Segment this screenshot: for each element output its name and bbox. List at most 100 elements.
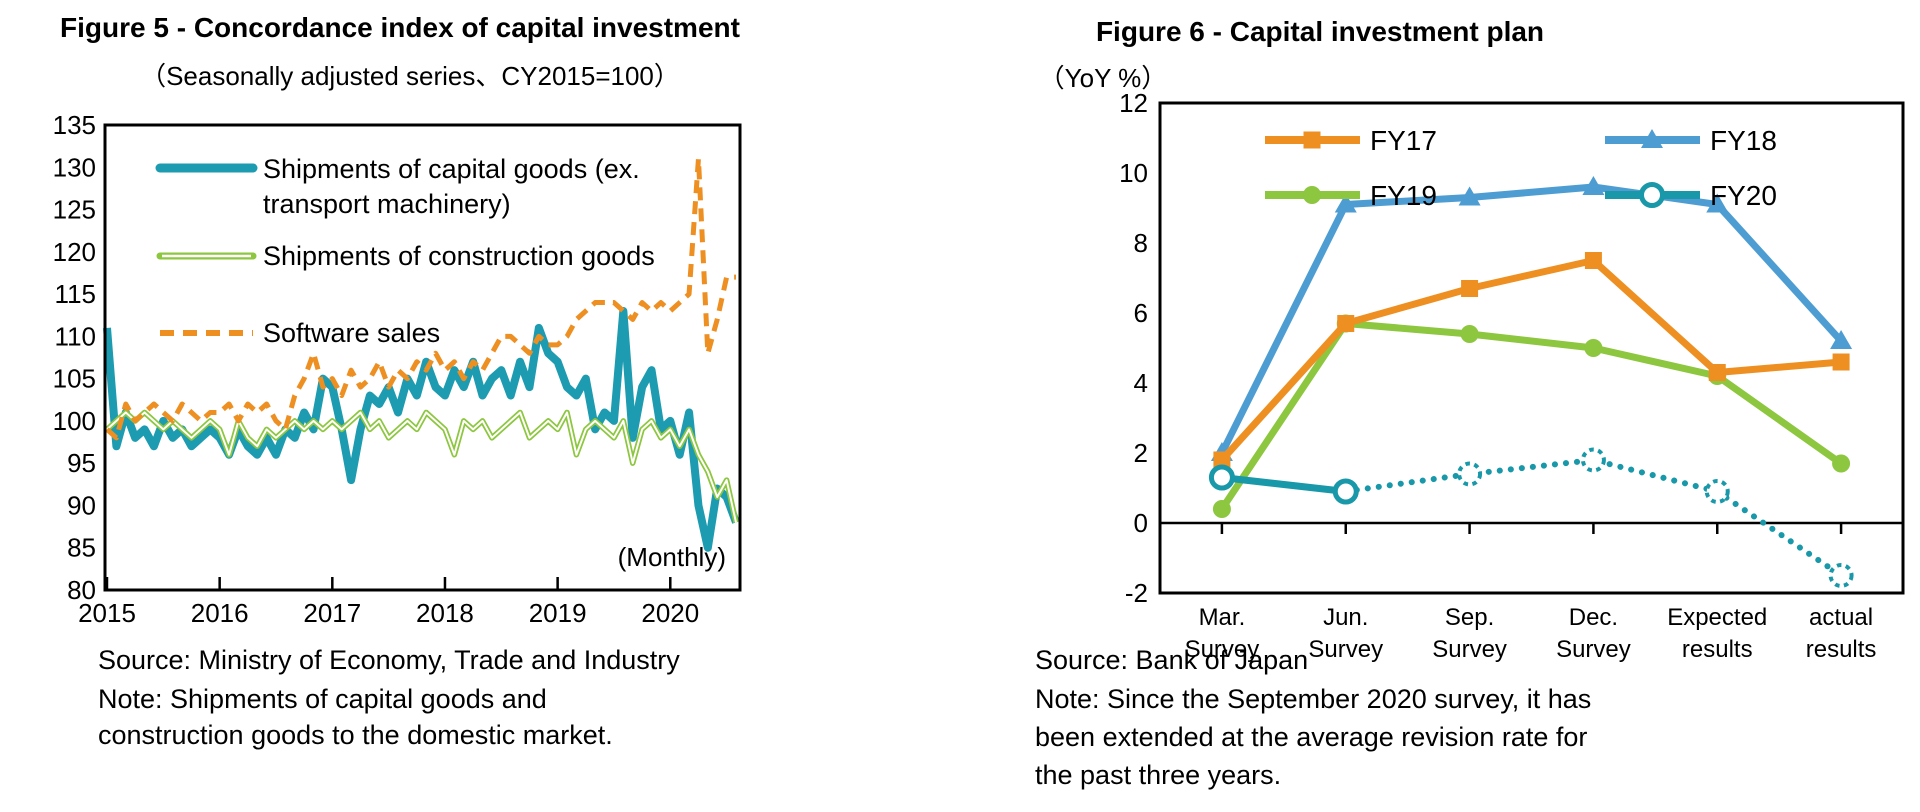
fig6-x-tick-label: Mar. — [1199, 604, 1246, 631]
fig6-y-tick-label: 8 — [1134, 228, 1148, 258]
fig6-y-tick-label: -2 — [1125, 578, 1148, 608]
fig5-x-tick-label: 2018 — [416, 598, 474, 628]
figure5-source: Source: Ministry of Economy, Trade and I… — [98, 645, 680, 675]
fig6-marker-open-circle — [1704, 479, 1730, 504]
fig6-x-tick-label: Expected — [1667, 604, 1767, 631]
fig6-marker-open-circle — [1208, 464, 1235, 491]
fig6-legend-label: FY20 — [1710, 180, 1777, 211]
fig5-y-tick-label: 110 — [55, 321, 96, 351]
fig6-marker-triangle — [1458, 186, 1481, 206]
fig6-y-tick-label: 6 — [1134, 298, 1148, 328]
fig6-marker-open-circle — [1457, 461, 1483, 487]
fig6-marker-open-circle — [1639, 182, 1665, 208]
fig6-marker-square — [1303, 131, 1321, 149]
fig5-legend: Shipments of capital goods (ex. transport… — [155, 154, 655, 348]
fig5-x-tick-label: 2020 — [641, 598, 699, 628]
fig6-x-tick-label: results — [1806, 636, 1877, 663]
fig5-y-tick-label: 100 — [53, 406, 96, 436]
figure6-subtitle: （YoY %） — [1038, 63, 1168, 93]
fig5-axes: 80 85 90 95 100 105 110 115 120 125 130 135 2015 2016… — [53, 110, 700, 628]
fig6-marker-open-circle — [1332, 478, 1359, 505]
fig6-legend-label: FY18 — [1710, 125, 1777, 156]
fig6-plot-border — [1158, 101, 1905, 595]
fig5-legend-label: Software sales — [263, 318, 440, 348]
fig6-marker-square — [1584, 252, 1602, 269]
fig5-y-tick-label: 85 — [67, 533, 96, 563]
fig5-plot-border — [103, 123, 742, 592]
fig6-marker-square — [1337, 315, 1355, 332]
figure5-panel: Figure 5 - Concordance index of capital … — [20, 8, 780, 796]
fig5-monthly-annotation: (Monthly) — [618, 542, 726, 572]
fig5-legend-label: Shipments of capital goods (ex. — [263, 154, 640, 184]
fig5-y-tick-label: 120 — [53, 237, 96, 267]
fig6-series-fy17 — [1213, 252, 1850, 469]
fig5-x-tick-label: 2017 — [303, 598, 361, 628]
figure5-title: Figure 5 - Concordance index of capital … — [60, 12, 740, 43]
figure5-chart: 80 85 90 95 100 105 110 115 120 125 130 135 2015 2016… — [53, 110, 742, 628]
figure5-note-line1: Note: Shipments of capital goods and — [98, 684, 547, 714]
figure6-chart: -2 0 2 4 6 8 10 12 Mar. Survey Jun. Survey Sep. Surve… — [1119, 88, 1905, 663]
fig5-x-tick-label: 2016 — [191, 598, 249, 628]
fig6-x-tick-label: Survey — [1432, 636, 1507, 663]
fig6-marker-triangle — [1334, 193, 1357, 213]
fig6-marker-triangle — [1706, 193, 1729, 213]
fig6-series-fy18 — [1210, 176, 1853, 461]
figure6-title: Figure 6 - Capital investment plan — [1095, 16, 1545, 47]
figure6-panel: Figure 6 - Capital investment plan （YoY … — [935, 8, 1920, 796]
figure5-subtitle: （Seasonally adjusted series、CY2015=100） — [140, 61, 680, 91]
fig6-legend-label: FY19 — [1370, 180, 1437, 211]
fig6-marker-circle — [1584, 339, 1603, 357]
figure5-note-line2: construction goods to the domestic marke… — [98, 720, 613, 750]
figure6-note-line2: been extended at the average revision ra… — [1035, 722, 1588, 752]
fig6-marker-square — [1832, 353, 1850, 371]
fig6-marker-triangle — [1641, 129, 1663, 148]
fig6-y-tick-label: 4 — [1134, 368, 1148, 398]
fig6-x-tick-label: results — [1682, 636, 1753, 663]
fig5-series-capital-goods — [103, 307, 740, 552]
figure6-source: Source: Bank of Japan — [1035, 645, 1309, 675]
fig6-y-tick-label: 10 — [1119, 158, 1148, 188]
fig6-marker-circle — [1303, 186, 1321, 204]
fig5-series-software-sales — [105, 156, 736, 441]
fig6-marker-circle — [1832, 454, 1851, 473]
fig5-y-tick-label: 115 — [55, 279, 96, 309]
fig6-x-tick-label: Jun. — [1323, 604, 1368, 631]
figure6-note-line3: the past three years. — [1035, 760, 1282, 790]
fig5-y-tick-label: 135 — [53, 110, 96, 140]
fig6-axes: -2 0 2 4 6 8 10 12 Mar. Survey Jun. Survey Sep. Surve… — [1119, 88, 1903, 663]
fig6-x-tick-label: Survey — [1308, 636, 1383, 663]
fig6-marker-circle — [1212, 500, 1231, 518]
fig6-marker-open-circle — [1828, 563, 1854, 588]
fig5-y-tick-label: 130 — [53, 152, 96, 182]
fig6-y-tick-label: 12 — [1119, 88, 1148, 118]
fig5-y-tick-label: 125 — [53, 195, 96, 225]
fig5-x-tick-label: 2019 — [529, 598, 587, 628]
fig5-legend-label: Shipments of construction goods — [263, 241, 655, 271]
fig6-legend: FY17 FY18 FY19 FY20 — [1265, 125, 1777, 211]
fig5-y-tick-label: 80 — [67, 575, 96, 605]
fig6-x-tick-label: Sep. — [1445, 604, 1494, 631]
fig6-legend-label: FY17 — [1370, 125, 1437, 156]
fig6-x-tick-label: Survey — [1556, 636, 1631, 663]
fig5-y-tick-label: 95 — [67, 448, 96, 478]
fig6-marker-triangle — [1830, 330, 1853, 349]
fig6-marker-circle — [1460, 325, 1479, 343]
fig6-marker-triangle — [1582, 176, 1605, 195]
fig5-series-construction-goods — [105, 409, 739, 523]
fig6-y-tick-label: 0 — [1134, 508, 1148, 538]
fig6-x-tick-label: Dec. — [1569, 604, 1618, 631]
fig5-y-tick-label: 90 — [67, 490, 96, 520]
figure6-note-line1: Note: Since the September 2020 survey, i… — [1035, 684, 1592, 714]
fig6-marker-square — [1213, 451, 1231, 469]
fig5-series — [103, 156, 740, 552]
fig6-marker-square — [1461, 280, 1479, 297]
fig5-y-tick-label: 105 — [53, 364, 96, 394]
fig5-legend-label: transport machinery) — [263, 189, 511, 219]
fig6-series-fy20 — [1208, 447, 1854, 588]
fig6-x-tick-label: actual — [1809, 604, 1873, 631]
fig6-marker-square — [1708, 364, 1726, 381]
fig6-y-tick-label: 2 — [1134, 438, 1148, 468]
fig6-marker-open-circle — [1580, 447, 1606, 473]
fig5-x-tick-label: 2015 — [78, 598, 136, 628]
